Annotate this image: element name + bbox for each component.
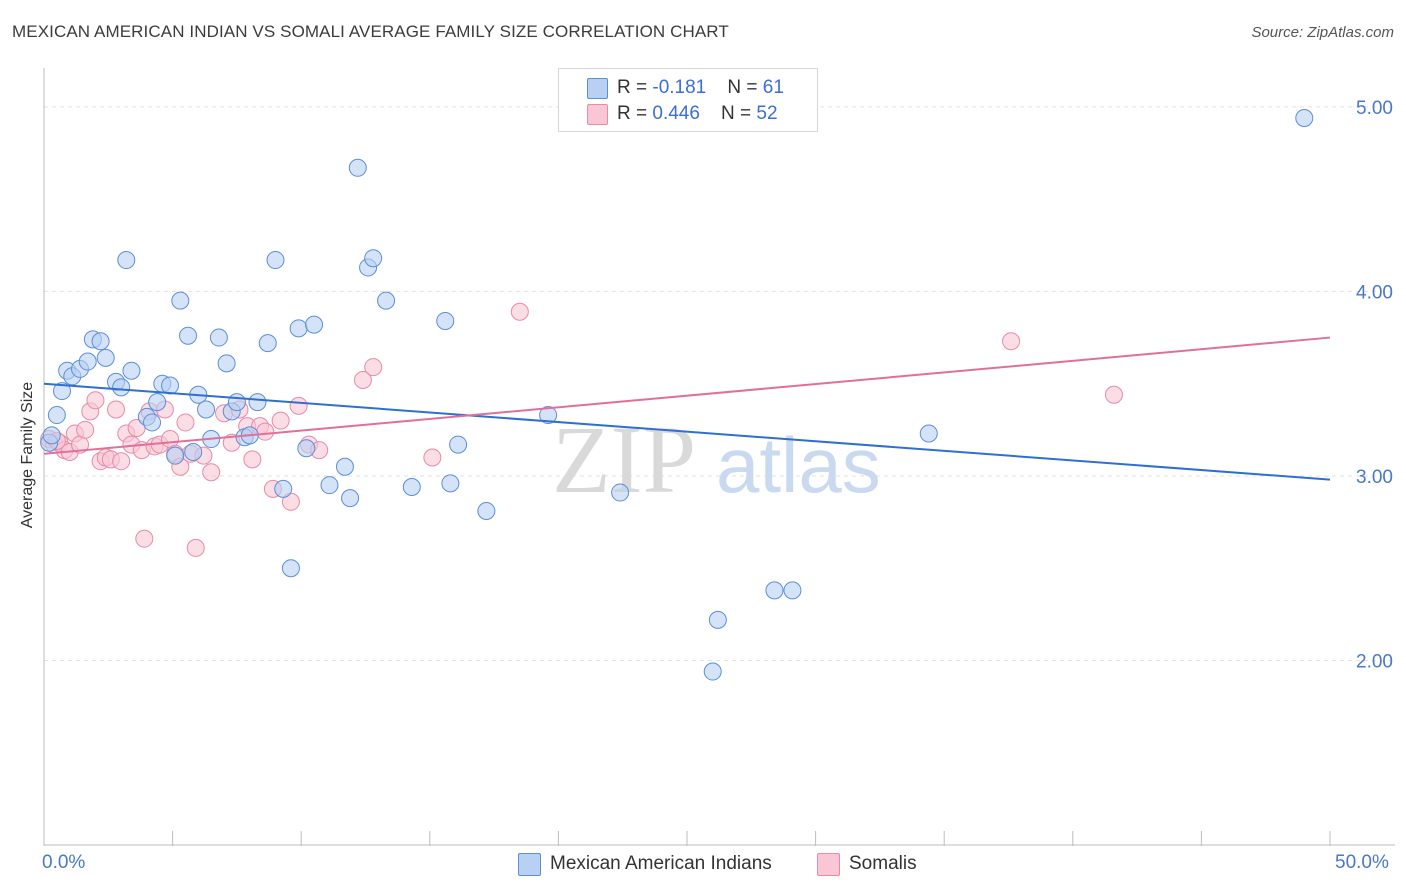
y-tick-label: 3.00 [1356,467,1393,488]
mexican-american-indian-point [179,326,198,345]
mexican-american-indian-point [96,348,115,367]
trend-lines [43,336,1331,481]
legend-n-value: 61 [762,77,784,98]
somali-point [186,538,205,557]
legend-r-label: R = [617,103,653,124]
mexican-american-indian-point [477,502,496,521]
somali-point [202,463,221,482]
trend-line-mexican-american-indians [43,382,1331,481]
correlation-legend: R = -0.181 N = 61 R = 0.446 N = 52 [558,68,818,132]
mexican-american-indian-point [341,489,360,508]
mexican-american-indian-point [122,361,141,380]
mexican-american-indian-point [258,334,277,353]
trend-line-somalis [43,336,1331,455]
mexican-american-indian-point [209,328,228,347]
somali-point [353,371,372,389]
mexican-american-indian-point [364,249,383,268]
mexican-american-indian-point [539,406,558,425]
mexican-american-indian-point [441,474,460,493]
mexican-american-indian-point [703,662,722,681]
mexican-american-indian-point [47,406,66,425]
y-tick-label: 4.00 [1356,282,1393,303]
mexican-american-indian-point [266,251,285,270]
x-tick-label-min: 0.0% [42,852,86,873]
mexican-american-indian-point [289,319,308,338]
bottom-legend-swatch-pink [817,853,840,876]
bottom-legend-label: Mexican American Indians [550,853,772,874]
mexican-american-indian-point [42,426,61,445]
mexican-american-indian-point [708,610,727,629]
y-tick-label: 5.00 [1356,98,1393,119]
somali-point [1104,385,1123,404]
legend-r-value: 0.446 [652,103,700,124]
mexican-american-indian-point [171,291,190,310]
watermark-atlas: atlas [716,421,881,509]
somali-point [256,422,275,441]
mexican-american-indian-point [765,581,784,600]
bottom-legend-label: Somalis [849,853,917,874]
somali-point [1002,332,1021,351]
mexican-american-indian-point [112,378,131,397]
mexican-american-indian-point [248,393,267,412]
y-tick-label: 2.00 [1356,651,1393,672]
somali-point [112,452,131,471]
legend-n-value: 52 [756,103,778,124]
y-tick-labels: 2.00 3.00 4.00 5.00 [1356,98,1393,673]
legend-n-label: N = [721,103,757,124]
bottom-legend-swatch-blue [518,853,541,876]
somali-point [86,391,105,410]
somali-point [510,302,529,321]
mexican-american-indian-point [335,457,354,476]
mexican-american-indian-point [78,352,97,371]
mexican-american-indian-point [274,479,293,498]
mexican-american-indian-point [281,559,300,578]
mexican-american-indian-point [161,376,180,395]
mexican-american-indian-point [320,476,339,495]
mexican-american-indian-point [305,315,324,334]
mexican-american-indian-point [91,332,110,351]
mexican-american-indian-point [166,446,185,465]
chart-title: MEXICAN AMERICAN INDIAN VS SOMALI AVERAG… [12,22,729,41]
somali-point [243,450,262,469]
mexican-american-indian-point [53,382,72,401]
mexican-american-indian-point [217,354,236,373]
somali-point [423,448,442,467]
legend-r-value: -0.181 [652,77,707,98]
legend-n-label: N = [727,77,763,98]
mexican-american-indian-point [197,400,216,419]
somali-point [135,529,154,548]
mexican-american-indian-point [611,483,630,502]
mexican-american-indian-point [227,393,246,412]
somali-point [271,411,290,430]
source-label: Source: ZipAtlas.com [1251,24,1394,41]
mexican-american-indian-point [377,291,396,310]
somali-point [107,400,126,419]
axes [43,68,1395,846]
mexican-american-indian-point [1295,108,1314,127]
somali-point [364,358,383,377]
somali-point [289,396,308,415]
somali-point [176,413,195,432]
mexican-american-indian-point [402,478,421,497]
mexican-american-indian-point [919,424,938,443]
mexican-american-indian-point [436,311,455,330]
mexican-american-indian-point [143,413,162,432]
legend-r-label: R = [617,77,653,98]
mexican-american-indian-point [148,393,167,412]
x-tick-label-max: 50.0% [1335,852,1389,873]
gridlines [44,106,1395,661]
legend-swatch-pink [587,104,608,125]
mexican-american-indian-point [184,442,203,461]
mexican-american-indian-point [783,581,802,600]
mexican-american-indian-point [297,439,316,458]
mexican-american-indian-point [449,435,468,454]
mexican-american-indian-point [348,158,367,177]
legend-swatch-blue [587,78,608,99]
somali-point [76,420,95,439]
mexican-american-indian-point [117,251,136,270]
